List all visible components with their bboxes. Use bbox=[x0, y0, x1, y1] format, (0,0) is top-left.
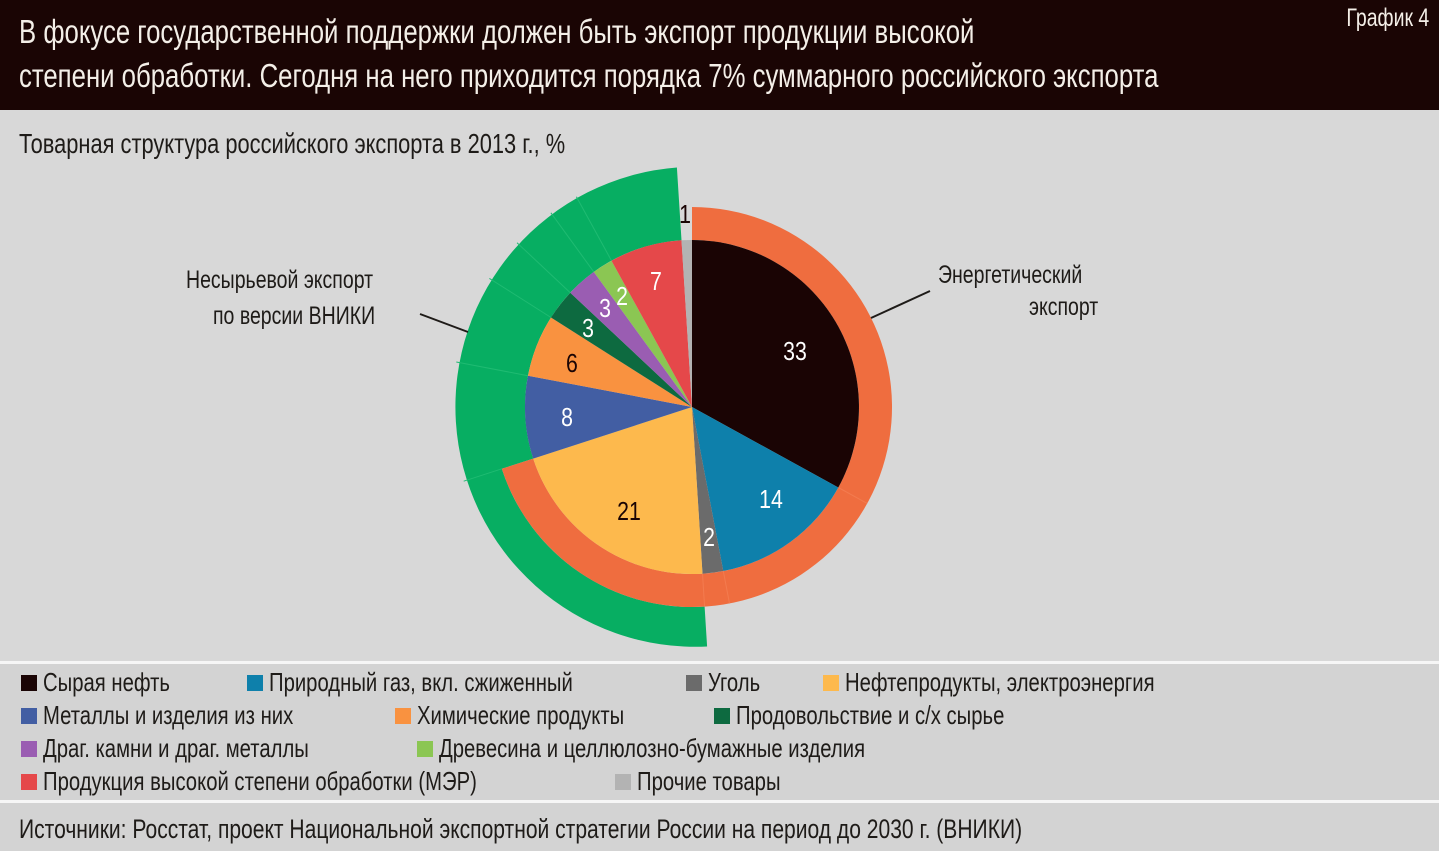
swatch-precious bbox=[21, 741, 37, 757]
label-chemicals: 6 bbox=[566, 349, 578, 379]
annotation-energy-line1: Энергетический bbox=[938, 261, 1083, 289]
label-metals: 8 bbox=[561, 403, 573, 433]
title-line-1: В фокусе государственной поддержки долже… bbox=[19, 12, 1244, 52]
swatch-wood bbox=[417, 741, 433, 757]
slice-crude-oil bbox=[692, 240, 859, 488]
leader-line-energy bbox=[870, 290, 931, 319]
annotation-non-resource-line1: Несырьевой экспорт bbox=[186, 266, 374, 294]
legend-label: Драг. камни и драг. металлы bbox=[43, 733, 309, 763]
label-wood: 2 bbox=[616, 282, 628, 312]
swatch-high-processing bbox=[21, 774, 37, 790]
label-crude-oil: 33 bbox=[783, 337, 807, 367]
annotation-non-resource: Несырьевой экспорт по версии ВНИКИ bbox=[186, 262, 426, 334]
swatch-food bbox=[714, 708, 730, 724]
slice-precious bbox=[570, 271, 692, 407]
chart-subtitle: Товарная структура российского экспорта … bbox=[19, 126, 719, 162]
slice-food bbox=[551, 292, 692, 407]
separator-source bbox=[0, 800, 1439, 803]
chart-header: В фокусе государственной поддержки долже… bbox=[0, 0, 1439, 110]
swatch-crude-oil bbox=[21, 675, 37, 691]
annotation-energy: Энергетический экспорт bbox=[938, 257, 1123, 321]
label-natural-gas: 14 bbox=[759, 485, 783, 515]
badge-text: График 4 bbox=[1346, 4, 1429, 32]
legend-label: Металлы и изделия из них bbox=[43, 700, 294, 730]
slice-oil-products bbox=[533, 407, 703, 575]
label-oil-products: 21 bbox=[617, 497, 641, 527]
title-text-2: степени обработки. Сегодня на него прихо… bbox=[19, 57, 1159, 94]
label-other: 1 bbox=[679, 200, 691, 230]
slice-wood bbox=[593, 260, 692, 407]
slice-other bbox=[681, 239, 692, 407]
slice-metals bbox=[525, 375, 692, 459]
swatch-natural-gas bbox=[247, 675, 263, 691]
subtitle-text: Товарная структура российского экспорта … bbox=[19, 128, 566, 159]
source-text: Источники: Росстат, проект Национальной … bbox=[19, 814, 1023, 844]
legend: Сырая нефть Природный газ, вкл. сжиженны… bbox=[0, 664, 1439, 800]
swatch-metals bbox=[21, 708, 37, 724]
source-note: Источники: Росстат, проект Национальной … bbox=[19, 811, 1305, 847]
annotation-energy-line2: экспорт bbox=[1029, 293, 1099, 321]
leader-line-non-resource bbox=[419, 313, 469, 333]
chart-number-badge: График 4 bbox=[1323, 2, 1429, 34]
swatch-other bbox=[615, 774, 631, 790]
title-line-2: степени обработки. Сегодня на него прихо… bbox=[19, 56, 1439, 96]
label-precious: 3 bbox=[599, 294, 611, 324]
ring-energy-dividers bbox=[702, 487, 868, 607]
slice-high-processing bbox=[611, 240, 692, 407]
swatch-oil-products bbox=[823, 675, 839, 691]
pie-chart: 33 14 2 21 8 6 3 3 2 7 1 bbox=[419, 167, 931, 647]
legend-label: Древесина и целлюлозно-бумажные изделия bbox=[439, 733, 866, 763]
title-text-1: В фокусе государственной поддержки долже… bbox=[19, 13, 975, 50]
separator-legend bbox=[0, 661, 1439, 664]
legend-label: Продукция высокой степени обработки (МЭР… bbox=[43, 766, 477, 796]
legend-label: Химические продукты bbox=[417, 700, 625, 730]
legend-label: Продовольствие и с/х сырье bbox=[736, 700, 1005, 730]
legend-label: Уголь bbox=[708, 667, 761, 697]
legend-label: Нефтепродукты, электроэнергия bbox=[845, 667, 1155, 697]
swatch-coal bbox=[686, 675, 702, 691]
legend-label: Природный газ, вкл. сжиженный bbox=[269, 667, 573, 697]
label-coal: 2 bbox=[703, 523, 715, 553]
slice-natural-gas bbox=[692, 407, 839, 571]
slice-coal bbox=[692, 407, 724, 574]
ring-non-resource-dividers bbox=[456, 196, 612, 482]
slice-chemicals bbox=[528, 317, 692, 407]
swatch-chemicals bbox=[395, 708, 411, 724]
label-high-processing: 7 bbox=[650, 267, 662, 297]
annotation-non-resource-line2: по версии ВНИКИ bbox=[213, 302, 376, 330]
label-food: 3 bbox=[582, 314, 594, 344]
legend-label: Сырая нефть bbox=[43, 667, 170, 697]
source-area: Источники: Росстат, проект Национальной … bbox=[0, 803, 1439, 851]
legend-label: Прочие товары bbox=[637, 766, 781, 796]
ring-non-resource bbox=[455, 167, 708, 647]
